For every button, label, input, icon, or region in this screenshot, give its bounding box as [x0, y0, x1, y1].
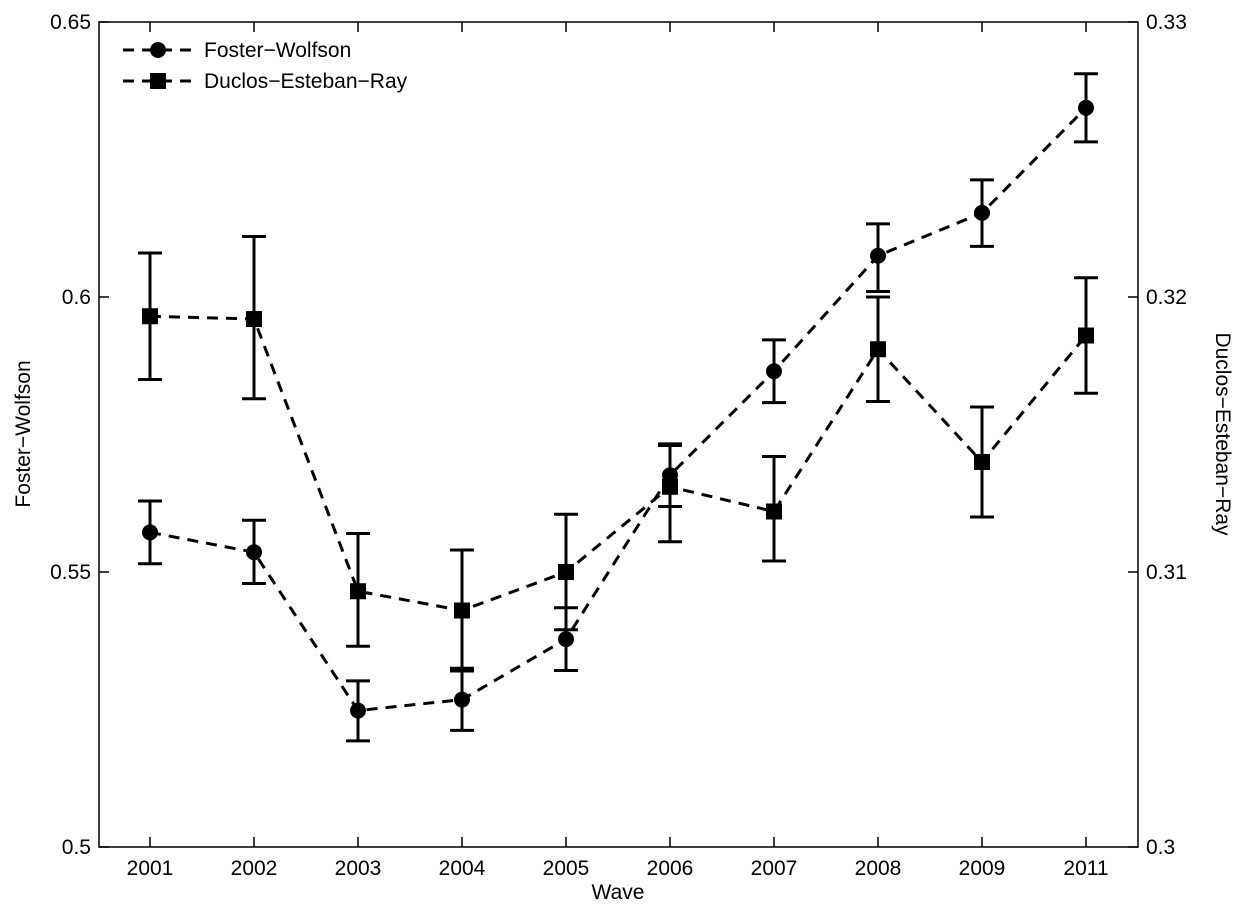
series-layer	[138, 72, 1098, 743]
data-point-duclos-esteban-ray	[766, 503, 782, 520]
y-tick-label-right: 0.31	[1146, 561, 1187, 584]
data-point-foster-wolfson	[454, 691, 470, 708]
x-tick-label: 2004	[439, 857, 486, 880]
x-tick-label: 2009	[959, 857, 1006, 880]
data-point-duclos-esteban-ray	[870, 341, 886, 358]
data-point-duclos-esteban-ray	[1078, 327, 1094, 344]
x-tick-label: 2005	[543, 857, 590, 880]
data-point-foster-wolfson	[142, 524, 158, 541]
ticks-layer: 2001 2002 2003 2004 2005 2006 2007 2008 2009 2011…	[50, 11, 1187, 880]
legend-marker-foster-wolfson	[150, 42, 166, 58]
data-point-foster-wolfson	[766, 363, 782, 380]
data-point-foster-wolfson	[974, 204, 990, 221]
x-tick-label: 2003	[335, 857, 382, 880]
x-tick-label: 2007	[751, 857, 798, 880]
series-line-foster-wolfson	[149, 106, 1088, 713]
data-point-foster-wolfson	[350, 702, 366, 719]
plot-frame	[98, 21, 1139, 848]
y-axis-title-right: Duclos−Esteban−Ray	[1211, 332, 1234, 536]
data-point-foster-wolfson	[246, 544, 262, 561]
data-point-duclos-esteban-ray	[246, 311, 262, 327]
y-tick-label-left: 0.6	[62, 286, 91, 309]
data-point-foster-wolfson	[870, 247, 886, 264]
data-point-foster-wolfson	[1078, 99, 1094, 116]
y-axis-title-left: Foster−Wolfson	[12, 360, 35, 507]
x-tick-label: 2001	[127, 857, 174, 880]
series-line-duclos-esteban-ray	[149, 314, 1088, 613]
y-tick-label-left: 0.5	[62, 836, 91, 859]
x-tick-label: 2002	[231, 857, 278, 880]
x-axis-title: Wave	[592, 881, 645, 902]
data-point-duclos-esteban-ray	[142, 308, 158, 325]
y-tick-label-right: 0.32	[1146, 286, 1187, 309]
data-point-duclos-esteban-ray	[454, 602, 470, 619]
y-tick-label-right: 0.3	[1146, 836, 1175, 859]
y-tick-label-left: 0.65	[50, 11, 91, 34]
data-point-foster-wolfson	[558, 631, 574, 648]
x-tick-label: 2008	[855, 857, 902, 880]
y-tick-label-right: 0.33	[1146, 11, 1187, 34]
x-tick-label: 2006	[647, 857, 694, 880]
data-point-duclos-esteban-ray	[558, 564, 574, 580]
y-tick-label-left: 0.55	[50, 561, 91, 584]
data-point-duclos-esteban-ray	[662, 478, 678, 495]
x-tick-label: 2011	[1063, 857, 1108, 880]
legend: Foster−Wolfson Duclos−Esteban−Ray	[123, 39, 408, 93]
legend-marker-duclos-esteban-ray	[150, 73, 166, 89]
legend-label-duclos-esteban-ray: Duclos−Esteban−Ray	[204, 70, 408, 93]
data-point-duclos-esteban-ray	[974, 454, 990, 470]
data-point-duclos-esteban-ray	[350, 583, 366, 600]
legend-label-foster-wolfson: Foster−Wolfson	[204, 39, 351, 62]
